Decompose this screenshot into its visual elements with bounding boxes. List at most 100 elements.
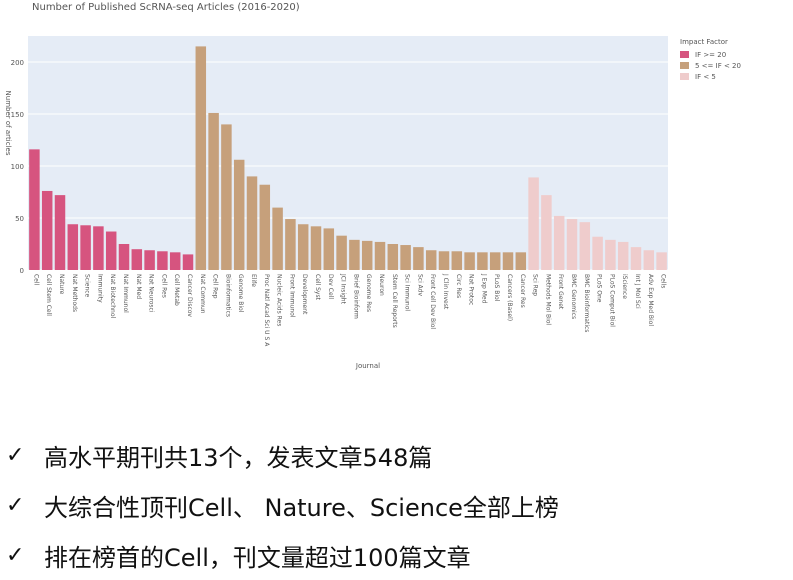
y-tick-label: 150 <box>11 111 24 119</box>
x-tick-label: Development <box>301 274 308 315</box>
bar <box>592 236 603 270</box>
x-tick-label: Elife <box>250 274 257 287</box>
bar <box>285 219 296 270</box>
bullet-text: 排在榜首的Cell，刊文量超过100篇文章 <box>44 543 471 572</box>
bar <box>630 247 642 270</box>
x-tick-label: Cell Stem Cell <box>45 274 52 316</box>
legend-item-low[interactable]: IF < 5 <box>680 71 741 82</box>
bar <box>617 241 629 270</box>
x-tick-label: Cell Syst <box>314 274 321 301</box>
x-tick-label: Sci Rep <box>532 274 539 296</box>
legend-swatch-high <box>680 51 689 58</box>
chart-area: Number of Published ScRNA-seq Articles (… <box>4 2 741 370</box>
x-tick-label: Cells <box>660 274 667 288</box>
bar <box>413 247 424 270</box>
x-tick-label: Cell Res <box>160 274 167 298</box>
legend-item-high[interactable]: IF >= 20 <box>680 49 741 60</box>
bar <box>54 195 66 270</box>
bar <box>297 224 309 270</box>
bar <box>541 195 552 270</box>
x-tick-label: Science <box>84 274 91 298</box>
bar <box>118 244 130 270</box>
bar <box>502 252 514 270</box>
bar-chart: 0 50 100 150 200 Cell Cell Stem Cell Nature Nat … <box>4 36 668 370</box>
bar <box>566 219 578 270</box>
bar <box>451 251 463 270</box>
x-tick-label: PLoS Biol <box>493 274 500 302</box>
bar <box>374 241 386 270</box>
bar <box>400 245 411 270</box>
x-tick-label: Neuron <box>378 274 385 296</box>
x-tick-label: Immunity <box>96 274 103 303</box>
x-tick-label: JCI Insight <box>340 273 347 305</box>
check-icon: ✓ <box>6 542 25 568</box>
x-tick-label: Bioinformatics <box>224 274 231 317</box>
x-tick-label: Circ Res <box>455 274 462 298</box>
bar <box>515 252 527 270</box>
bullet-item: ✓ 排在榜首的Cell，刊文量超过100篇文章 <box>6 530 559 580</box>
bar <box>41 190 53 270</box>
x-tick-label: Front Cell Dev Biol <box>429 274 436 329</box>
bar <box>157 251 168 270</box>
x-tick-label: Int J Mol Sci <box>634 274 641 309</box>
legend-label-high: IF >= 20 <box>695 50 727 59</box>
x-tick-label: J Clin Invest <box>442 273 449 310</box>
legend-swatch-mid <box>680 62 689 69</box>
x-tick-label: iScience <box>621 274 628 299</box>
x-tick-label: Brief Bioinform <box>352 274 359 319</box>
x-tick-label: Nucleic Acids Res <box>276 274 283 326</box>
x-tick-label: Genome Res <box>365 274 372 312</box>
y-tick-label: 50 <box>15 215 24 223</box>
bar <box>464 252 475 270</box>
bar <box>643 250 655 270</box>
bar <box>656 252 667 270</box>
bar <box>361 240 373 270</box>
x-tick-label: Methods Mol Biol <box>544 274 551 325</box>
bar <box>233 159 245 270</box>
chart-title: Number of Published ScRNA-seq Articles (… <box>32 2 300 13</box>
x-tick-label: Cell <box>32 274 39 286</box>
bar <box>387 244 399 270</box>
x-tick-label: Sci Immunol <box>404 274 411 311</box>
bar <box>310 226 322 270</box>
bar <box>438 251 450 270</box>
check-icon: ✓ <box>6 492 25 518</box>
x-tick-label: BMC Bioinformatics <box>583 274 590 332</box>
bullet-item: ✓ 大综合性顶刊Cell、 Nature、Science全部上榜 <box>6 480 559 530</box>
x-tick-label: Nat Methods <box>71 274 78 312</box>
bar <box>528 177 539 270</box>
x-tick-label: J Exp Med <box>480 273 487 304</box>
legend-item-mid[interactable]: 5 <= IF < 20 <box>680 60 741 71</box>
bar <box>259 184 271 270</box>
bar <box>80 225 91 270</box>
legend-title: Impact Factor <box>680 38 728 46</box>
x-tick-label: Front Immunol <box>288 274 295 318</box>
bar <box>336 235 347 270</box>
x-axis-label: Journal <box>355 362 380 370</box>
bar <box>182 254 194 270</box>
x-tick-label: Cell Rep <box>212 274 219 299</box>
x-tick-label: Genome Biol <box>237 274 244 313</box>
bar <box>144 250 155 270</box>
x-tick-label: Adv Exp Med Biol <box>647 274 654 326</box>
legend-swatch-low <box>680 73 689 80</box>
x-tick-label: Nat Immunol <box>122 274 129 313</box>
bar <box>131 249 143 270</box>
bar <box>489 252 501 270</box>
bar <box>425 250 437 270</box>
bar <box>67 224 79 270</box>
x-tick-label: Front Genet <box>557 274 564 310</box>
legend-label-low: IF < 5 <box>695 72 716 81</box>
bullet-text: 大综合性顶刊Cell、 Nature、Science全部上榜 <box>44 493 559 522</box>
legend-label-mid: 5 <= IF < 20 <box>695 61 741 70</box>
bullet-text: 高水平期刊共13个，发表文章548篇 <box>44 443 433 472</box>
bar <box>477 252 488 270</box>
x-tick-label: Cancer Res <box>519 274 526 308</box>
bar <box>605 239 616 270</box>
x-tick-label: Nat Protoc <box>468 274 475 305</box>
x-tick-label: Nat Commun <box>199 274 206 314</box>
y-axis-label: Number of articles <box>4 91 12 156</box>
x-tick-label: Nat Neurosci <box>148 274 155 313</box>
x-tick-label: BMC Genomics <box>570 274 577 319</box>
bar <box>221 124 232 271</box>
